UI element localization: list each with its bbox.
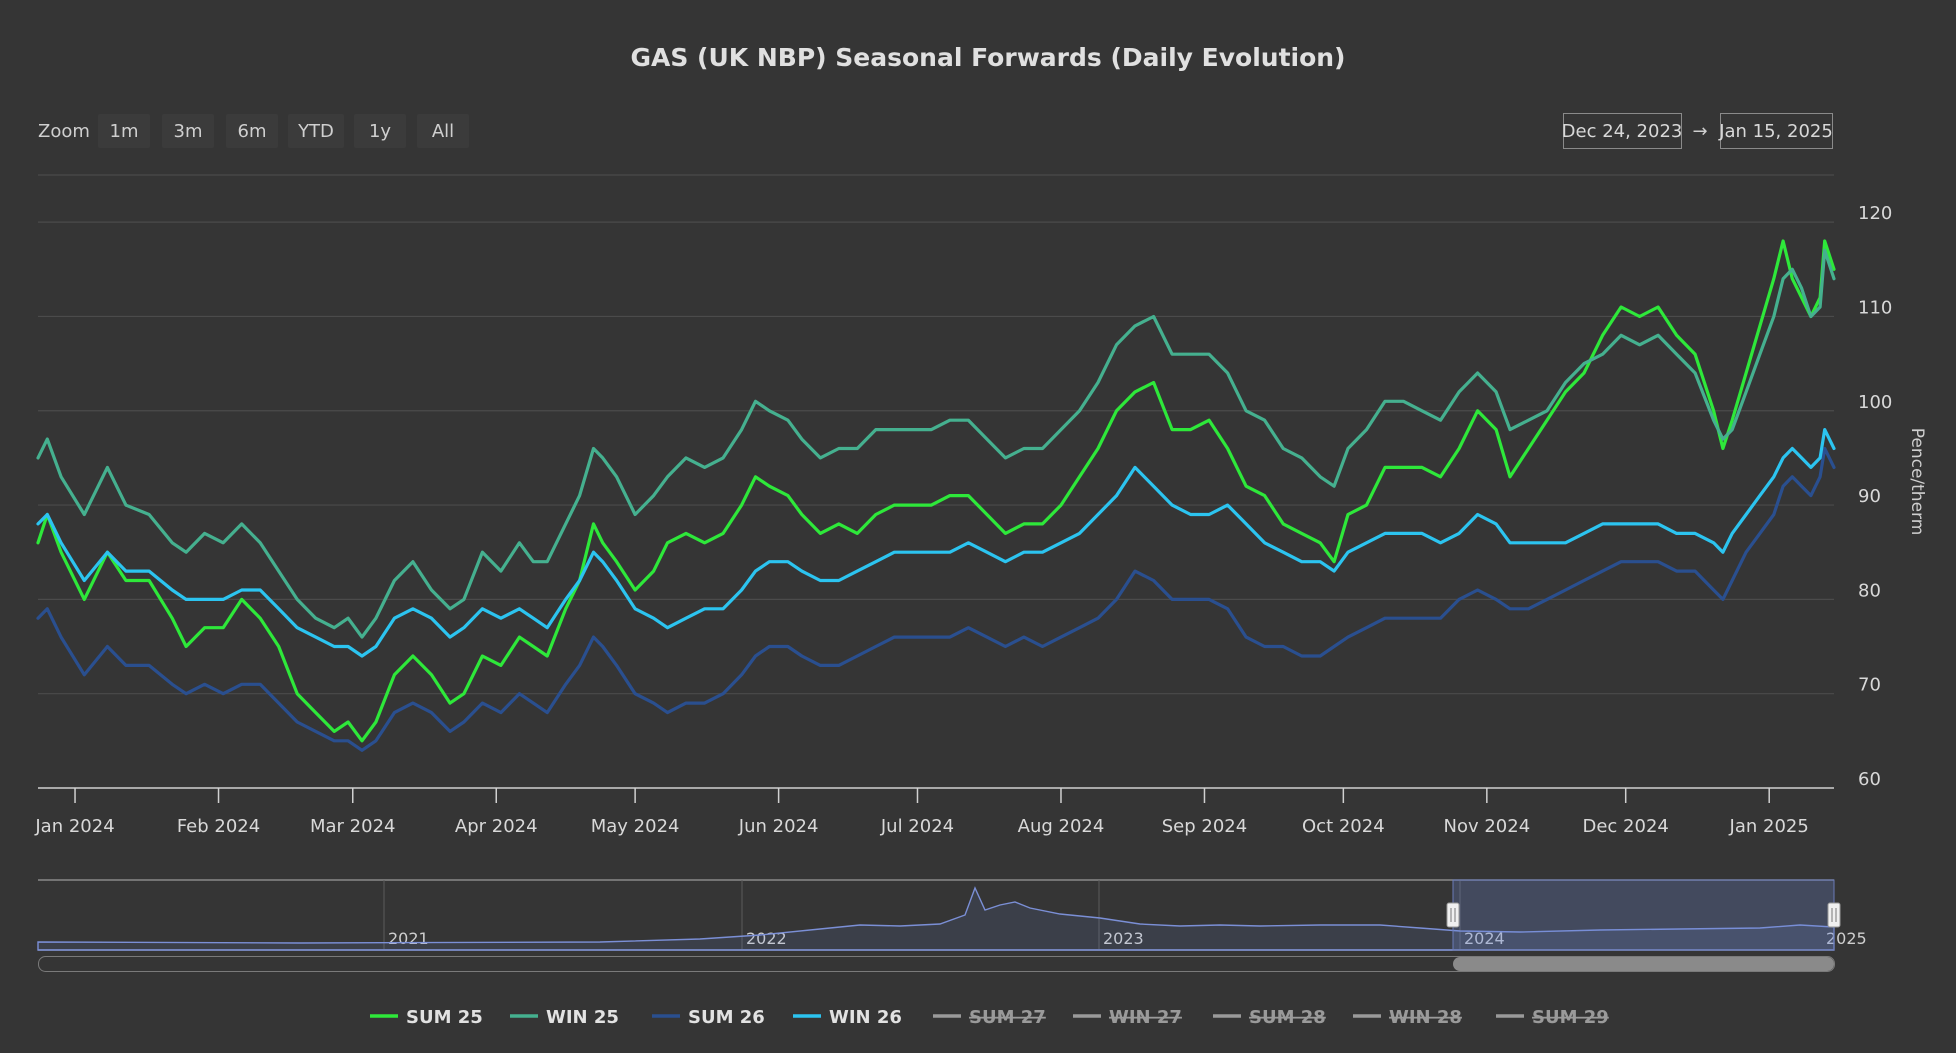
x-tick-label: Jan 2025 [1729,816,1809,837]
navigator-year-label: 2023 [1103,929,1144,948]
scrollbar[interactable] [38,956,1835,972]
zoom-button-label: 3m [174,121,203,142]
x-tick-label: Nov 2024 [1443,816,1530,837]
y-tick-label: 60 [1858,769,1881,790]
legend-item-sum-29[interactable]: SUM 29 [1496,1007,1609,1028]
y-tick-label: 110 [1858,297,1892,318]
navigator-year-label: 2024 [1464,929,1505,948]
legend-label: WIN 26 [829,1007,902,1028]
y-tick-label: 80 [1858,580,1881,601]
legend-item-sum-25[interactable]: SUM 25 [370,1007,483,1028]
legend-label: WIN 25 [546,1007,619,1028]
legend-label: WIN 28 [1389,1007,1462,1028]
legend-item-sum-27[interactable]: SUM 27 [933,1007,1046,1028]
zoom-button-1y[interactable]: 1y [354,114,406,148]
legend-item-win-25[interactable]: WIN 25 [510,1007,619,1028]
legend-item-sum-26[interactable]: SUM 26 [652,1007,765,1028]
legend-item-sum-28[interactable]: SUM 28 [1213,1007,1326,1028]
zoom-button-label: 6m [238,121,267,142]
zoom-button-label: YTD [297,121,334,142]
zoom-button-label: All [432,121,454,142]
x-tick-label: May 2024 [591,816,680,837]
scrollbar-thumb[interactable] [1453,957,1834,971]
legend-label: SUM 28 [1249,1007,1326,1028]
zoom-button-all[interactable]: All [417,114,469,148]
x-tick-label: Jun 2024 [738,816,819,837]
x-axis-ticks: Jan 2024 Feb 2024 Mar 2024 Apr 2024 May 2024… [34,788,1809,837]
series-lines [36,239,1836,752]
range-to-input[interactable]: Jan 15, 2025 [1718,113,1833,149]
range-arrow: → [1692,121,1707,142]
series-line-sum-26 [36,446,1836,752]
x-tick-label: Feb 2024 [177,816,260,837]
x-tick-label: Dec 2024 [1583,816,1669,837]
date-range: Dec 24, 2023 → Jan 15, 2025 [1562,113,1833,149]
navigator-right-handle[interactable] [1827,902,1841,928]
navigator[interactable]: 20212022202320242025 [37,879,1867,951]
x-tick-label: Oct 2024 [1302,816,1385,837]
legend-item-win-27[interactable]: WIN 27 [1073,1007,1182,1028]
x-tick-label: Sep 2024 [1162,816,1247,837]
zoom-label: Zoom [38,121,90,142]
navigator-left-handle[interactable] [1446,902,1460,928]
x-tick-label: Jan 2024 [34,816,114,837]
range-from-value: Dec 24, 2023 [1562,121,1683,142]
range-to-value: Jan 15, 2025 [1718,121,1833,142]
legend-label: SUM 25 [406,1007,483,1028]
series-line-win-25 [36,248,1836,639]
zoom-button-ytd[interactable]: YTD [288,114,344,148]
grid [38,174,1834,695]
legend-label: SUM 29 [1532,1007,1609,1028]
legend-item-win-26[interactable]: WIN 26 [793,1007,902,1028]
zoom-button-label: 1m [110,121,139,142]
legend-item-win-28[interactable]: WIN 28 [1353,1007,1462,1028]
y-tick-label: 100 [1858,392,1892,413]
legend-label: WIN 27 [1109,1007,1182,1028]
series-line-sum-25 [36,239,1836,743]
x-tick-label: Mar 2024 [310,816,396,837]
zoom-controls: Zoom 1m 3m 6m YTD 1y All [38,114,469,148]
zoom-button-3m[interactable]: 3m [162,114,214,148]
y-tick-label: 70 [1858,675,1881,696]
y-tick-label: 120 [1858,203,1892,224]
navigator-selection[interactable] [1452,879,1835,951]
y-tick-label: 90 [1858,486,1881,507]
series-line-win-26 [36,428,1836,658]
navigator-year-label: 2025 [1826,929,1867,948]
y-axis-label: Pence/therm [1907,428,1927,536]
zoom-button-1m[interactable]: 1m [98,114,150,148]
zoom-button-6m[interactable]: 6m [226,114,278,148]
legend-label: SUM 27 [969,1007,1046,1028]
scrollbar-track[interactable] [38,956,1835,972]
legend: SUM 25 WIN 25 SUM 26 WIN 26 SUM 27 WIN 27 SUM … [370,1007,1609,1028]
range-from-input[interactable]: Dec 24, 2023 [1562,113,1683,149]
zoom-button-label: 1y [369,121,391,142]
chart-title: GAS (UK NBP) Seasonal Forwards (Daily Ev… [630,43,1345,72]
x-tick-label: Jul 2024 [880,816,954,837]
x-tick-label: Aug 2024 [1018,816,1105,837]
x-tick-label: Apr 2024 [455,816,538,837]
legend-label: SUM 26 [688,1007,765,1028]
y-axis-ticks: 60 70 80 90 100 110 120 [1858,203,1892,790]
navigator-series [37,886,1835,951]
